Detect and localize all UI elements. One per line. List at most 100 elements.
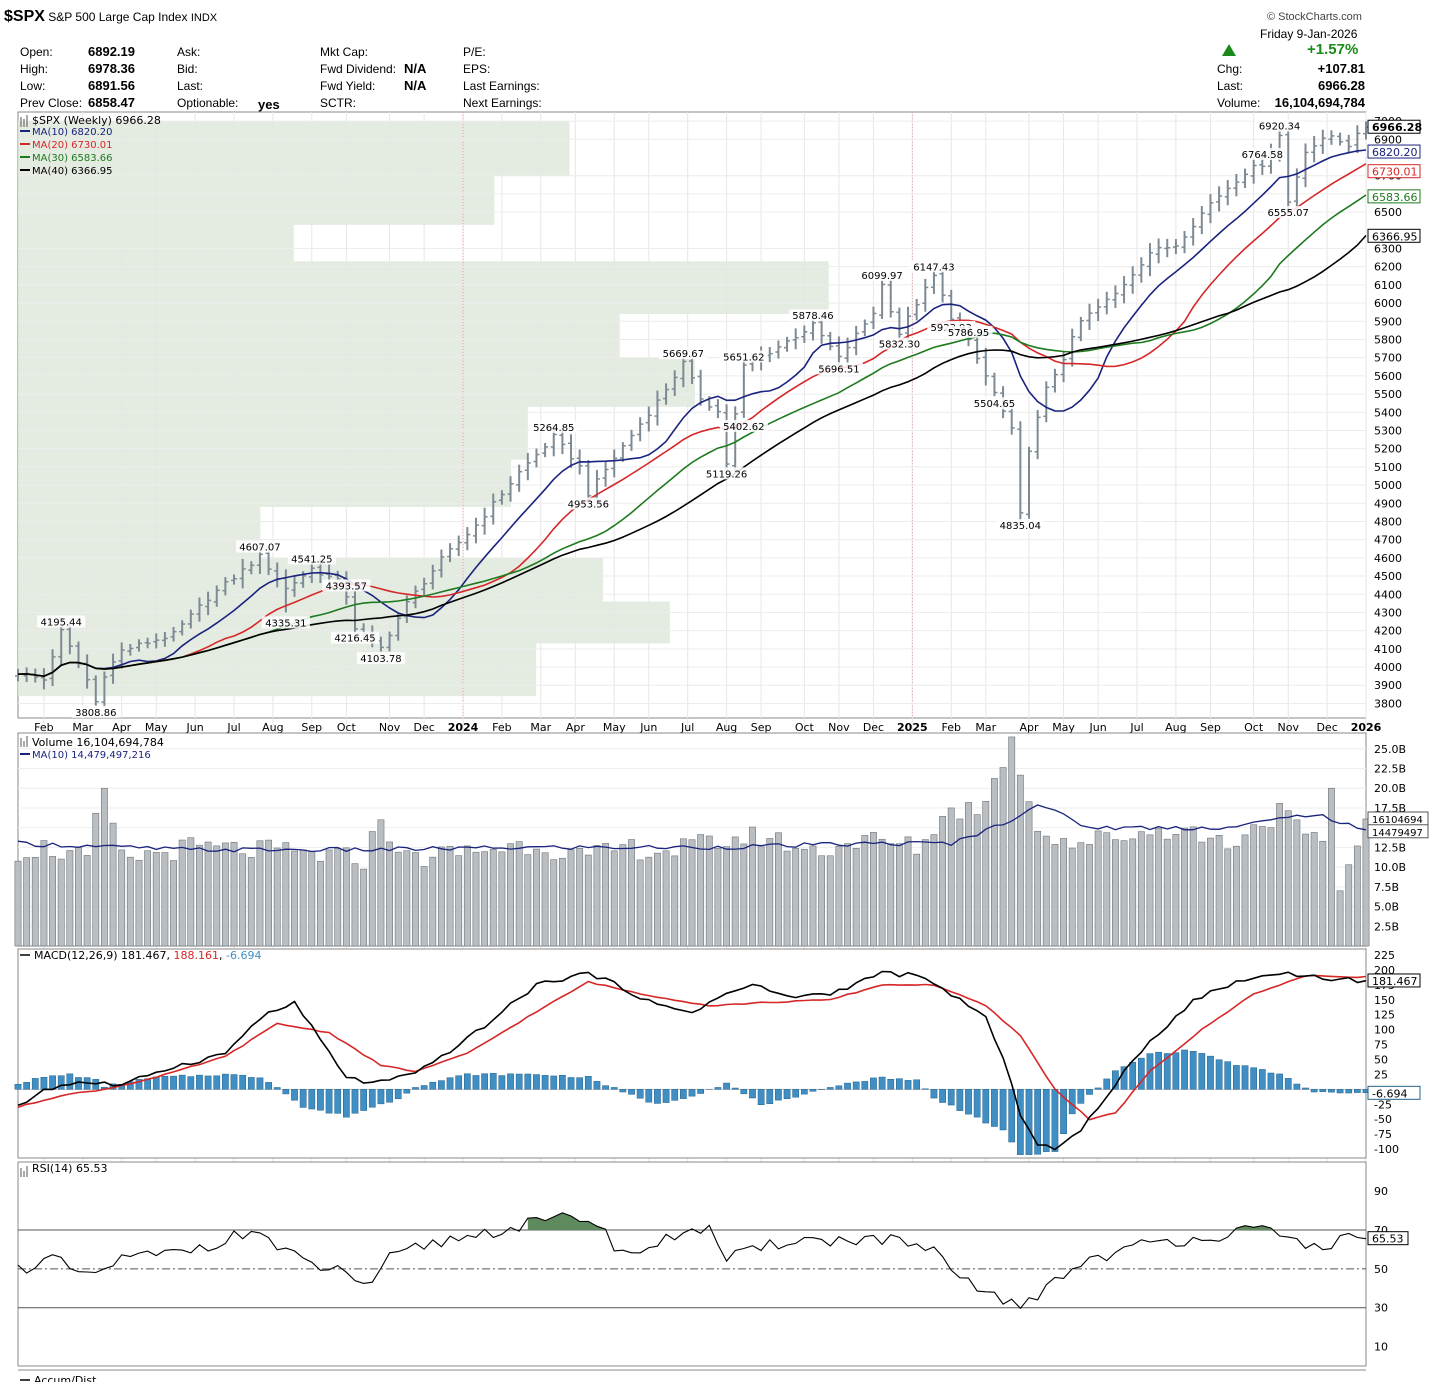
volume-bar [895,843,903,947]
macd-histogram-bar [14,1084,22,1090]
price-annotation-bg [719,419,768,432]
volume-icon [20,736,28,747]
field-label: Open: [20,45,53,59]
ma10-line [17,149,1367,678]
price-annotation: 5119.26 [702,467,751,480]
volume-bar [878,838,886,947]
volume-bar [956,818,964,947]
macd-histogram-bar [446,1077,454,1090]
price-annotation: 3808.86 [71,705,120,719]
price-axis-tick: 5800 [1374,333,1402,346]
volume-bar [602,843,610,947]
volume-bar [809,845,817,947]
macd-histogram-bar [870,1077,877,1090]
volume-bar [826,855,834,947]
macd-histogram-bar [878,1076,886,1090]
price-axis-tick: 4000 [1374,661,1402,674]
volume-by-price-bar [18,314,620,358]
macd-histogram-bar [308,1089,316,1110]
price-annotation-bg [814,362,863,375]
volume-bar [679,838,687,947]
price-annotation-label: 4216.45 [334,634,375,645]
volume-bar [126,856,134,947]
volume-bar [463,845,471,947]
volume-bar [161,852,169,947]
macd-histogram-bar [204,1075,212,1090]
macd-histogram-bar [360,1089,368,1111]
macd-histogram-bar [723,1082,730,1090]
volume-bar [92,812,100,947]
macd-axis-tick: 125 [1374,1009,1395,1022]
price-annotation-label: 6555.07 [1268,208,1309,219]
macd-histogram-bar [559,1075,566,1090]
volume-bar [1328,787,1335,947]
price-annotation: 4607.07 [235,540,284,554]
macd-histogram-bar [317,1089,324,1111]
macd-histogram-bar [1042,1089,1050,1152]
macd-histogram-bar [1207,1055,1214,1090]
price-annotation-bg [909,260,958,273]
macd-histogram-bar [161,1075,169,1090]
volume-bar [1284,810,1292,947]
macd-histogram-bar [1068,1089,1076,1115]
volume-bar [818,855,826,947]
field-value: N/A [404,78,427,93]
volume-bar [1276,803,1284,947]
volume-bar [1120,840,1128,947]
volume-axis-tick: 5.0B [1374,901,1399,914]
time-axis-label: Aug [716,721,737,734]
field-value: 6966.28 [1318,78,1365,93]
price-annotation-label: 4103.78 [360,654,401,665]
volume-bar [576,847,584,947]
price-axis-tick: 6200 [1374,261,1402,274]
price-annotation-label: 5669.67 [663,349,704,360]
macd-axis-tick: -100 [1374,1143,1399,1156]
volume-bar [887,843,895,947]
macd-histogram-bar [939,1089,946,1103]
macd-histogram-bar [412,1087,419,1090]
time-axis-label: Apr [112,721,132,734]
time-axis-label: Oct [795,721,815,734]
volume-bar [213,845,221,947]
field-value: 16,104,694,784 [1274,95,1365,110]
macd-histogram-bar [1155,1051,1162,1090]
price-annotation: 4541.25 [287,552,336,566]
macd-histogram-bar [472,1075,480,1090]
volume-bar [1137,831,1145,947]
volume-bar [57,858,65,947]
volume-axis-tick: 7.5B [1374,881,1399,894]
volume-bar [1034,830,1042,947]
ma-legend-label: MA(30) 6583.66 [32,153,113,164]
macd-histogram-bar [247,1077,255,1090]
price-annotation-label: 5651.62 [723,352,764,363]
price-annotation-label: 6147.43 [913,262,954,273]
price-annotation-bg [858,268,907,281]
price-annotation-label: 4541.25 [291,555,332,566]
rsi-line [17,1212,1367,1310]
macd-histogram-bar [887,1079,895,1090]
price-annotation-label: 5402.62 [723,422,764,433]
volume-bar [714,847,722,947]
time-axis-label: Nov [379,721,401,734]
field-value: yes [258,97,280,112]
macd-histogram-bar [1163,1053,1171,1090]
volume-bar [688,839,696,947]
price-annotation: 5878.46 [788,309,838,322]
volume-bar [386,841,393,947]
price-annotation: 5651.62 [719,350,768,363]
macd-histogram-bar [265,1082,272,1090]
macd-histogram-bar [170,1075,177,1090]
price-annotation-bg [330,631,380,644]
macd-histogram-bar [619,1089,627,1093]
macd-histogram-bar [956,1089,964,1111]
ma-legend-label: MA(10) 6820.20 [32,127,113,138]
time-axis-label: Dec [863,721,884,734]
time-axis-label: Aug [1165,721,1186,734]
macd-histogram-bar [610,1087,618,1090]
time-axis-label: Jul [1129,721,1143,734]
macd-histogram-bar [1086,1089,1093,1095]
volume-bar [291,850,298,947]
macd-histogram-bar [1034,1089,1042,1155]
macd-histogram-bar [368,1089,376,1108]
macd-histogram-bar [1250,1067,1258,1090]
